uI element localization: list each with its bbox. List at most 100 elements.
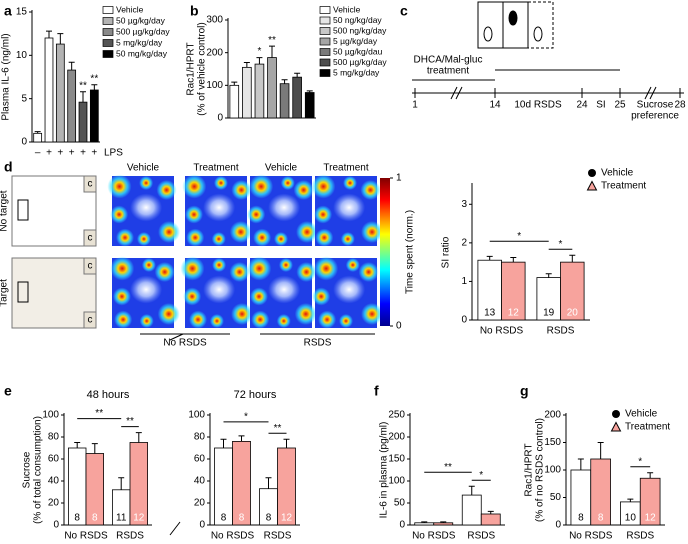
y-tick-label: 100 xyxy=(188,410,205,421)
column-label: Vehicle xyxy=(127,163,160,174)
n-label: 8 xyxy=(92,513,98,524)
heatmap-hotspot xyxy=(318,310,337,329)
legend-swatch xyxy=(102,39,114,47)
legend-label: 500 µg/kg/day xyxy=(333,57,387,67)
n-label: 19 xyxy=(543,308,555,319)
x-tick-label: RSDS xyxy=(547,326,575,337)
x-tick-label: No RSDS xyxy=(211,531,255,542)
y-tick-label: 80 xyxy=(194,432,206,443)
y-tick-label: 15 xyxy=(16,7,28,18)
significance: * xyxy=(559,239,563,250)
x-tick-label: – xyxy=(35,148,41,159)
legend-swatch xyxy=(102,50,114,58)
legend-marker xyxy=(610,421,622,432)
legend-swatch xyxy=(319,16,331,25)
x-tick-label: No RSDS xyxy=(480,326,524,337)
heatmap-hotspot xyxy=(296,221,319,243)
y-tick-label: 2 xyxy=(461,237,467,248)
legend-swatch xyxy=(319,58,331,67)
x-tick-label: + xyxy=(80,148,86,159)
significance: ** xyxy=(95,408,103,419)
bar xyxy=(33,132,43,143)
heatmap-hotspot xyxy=(157,303,180,325)
heatmap-hotspot xyxy=(211,232,226,246)
bar xyxy=(242,66,252,119)
legend-marker xyxy=(612,410,620,418)
treatment-label: DHCA/Mal-gluc xyxy=(414,55,483,66)
error-bar xyxy=(283,438,290,448)
heatmap-pale xyxy=(333,193,366,222)
cage-label: c xyxy=(88,261,93,272)
cage-label: c xyxy=(88,179,93,190)
heatmap-hotspot xyxy=(360,180,381,200)
heatmap-hotspot xyxy=(156,180,177,200)
heatmap-hotspot xyxy=(249,287,268,306)
bar xyxy=(89,89,99,143)
y-axis-label: IL-6 in plasma (pg/ml) xyxy=(379,422,390,519)
heatmap-hotspot xyxy=(141,258,156,272)
y-tick-label: 40 xyxy=(194,476,206,487)
y-tick-label: 200 xyxy=(544,410,561,421)
y-tick-label: 0 xyxy=(217,113,223,124)
y-tick-label: 50 xyxy=(550,492,562,503)
cage-icon xyxy=(527,1,554,49)
heatmap-hotspot xyxy=(110,205,129,224)
panel-letter: b xyxy=(190,3,199,19)
x-tick-label: + xyxy=(57,148,63,159)
heatmap-hotspot xyxy=(247,205,266,224)
x-tick-label: No RSDS xyxy=(569,531,613,542)
y-tick-label: 100 xyxy=(544,465,561,476)
heatmap-hotspot xyxy=(139,314,154,328)
panel-letter: e xyxy=(4,383,12,399)
heatmap-hotspot xyxy=(231,180,252,200)
axis-break xyxy=(169,521,181,536)
heatmap-pale xyxy=(268,275,301,304)
axis-break xyxy=(450,86,657,100)
significance: * xyxy=(257,46,261,57)
legend-label: 50 mg/kg/day xyxy=(116,48,168,58)
corner-zone xyxy=(83,229,97,247)
heatmap-hotspot xyxy=(229,221,252,243)
bar xyxy=(229,84,240,119)
y-tick-label: 20 xyxy=(48,498,60,509)
x-axis-label: LPS xyxy=(104,148,123,159)
heatmap-hotspot xyxy=(139,176,154,190)
heatmap xyxy=(110,256,180,329)
day-label: 25 xyxy=(614,100,626,111)
legend-label: Vehicle xyxy=(116,4,144,14)
y-axis-label: Rac1/HPRT xyxy=(186,42,197,95)
n-label: 8 xyxy=(221,513,227,524)
heatmap-hotspot xyxy=(311,174,336,199)
y-tick-label: 200 xyxy=(388,432,405,443)
significance: ** xyxy=(90,73,98,84)
error-bar xyxy=(510,257,517,263)
panel-letter: d xyxy=(4,159,13,175)
corner-zone xyxy=(83,257,97,275)
x-tick-label: RSDS xyxy=(626,531,654,542)
error-bar xyxy=(486,255,493,261)
heatmap-pale xyxy=(130,193,163,222)
bar xyxy=(44,37,54,143)
heatmap xyxy=(107,174,181,247)
y-tick-label: 80 xyxy=(48,432,60,443)
significance: * xyxy=(244,412,248,423)
x-tick-label: RSDS xyxy=(116,531,144,542)
corner-zone xyxy=(83,311,97,329)
phase-label: SI xyxy=(596,100,605,111)
y-tick-label: 5 xyxy=(21,93,27,104)
y-tick-label: 10 xyxy=(16,50,28,61)
n-label: 20 xyxy=(567,308,579,319)
colorbar-label: Time spent (norm.) xyxy=(405,210,416,294)
y-axis-label: Sucrose xyxy=(22,451,33,488)
phase-label: preference xyxy=(631,111,679,122)
significance: ** xyxy=(79,80,87,91)
heatmap-hotspot xyxy=(339,314,353,328)
heatmap xyxy=(247,256,317,329)
legend-swatch xyxy=(102,17,114,25)
error-bar xyxy=(220,438,227,448)
heatmap-hotspot xyxy=(314,205,333,224)
bar xyxy=(461,494,482,526)
row-label: No target xyxy=(0,190,10,231)
error-bar xyxy=(569,254,576,263)
heatmap xyxy=(182,174,252,247)
